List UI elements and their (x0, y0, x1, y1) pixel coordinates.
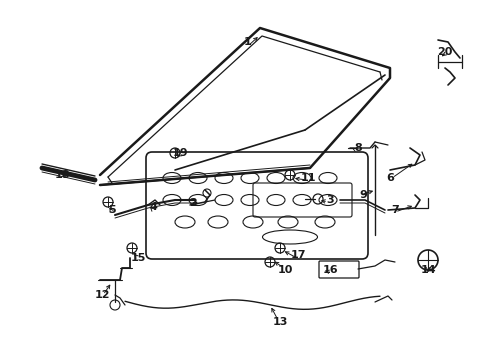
Text: 8: 8 (353, 143, 361, 153)
Text: 6: 6 (385, 173, 393, 183)
Text: 20: 20 (436, 47, 452, 57)
Text: 16: 16 (322, 265, 337, 275)
Text: 5: 5 (108, 205, 116, 215)
Text: 9: 9 (358, 190, 366, 200)
Text: 2: 2 (189, 198, 197, 208)
Text: 1: 1 (244, 37, 251, 47)
Text: 13: 13 (272, 317, 287, 327)
Text: 19: 19 (172, 148, 187, 158)
Text: 11: 11 (300, 173, 315, 183)
Text: 14: 14 (419, 265, 435, 275)
Text: 15: 15 (130, 253, 145, 263)
Text: 10: 10 (277, 265, 292, 275)
Text: 17: 17 (290, 250, 305, 260)
Text: 3: 3 (325, 195, 333, 205)
Text: 7: 7 (390, 205, 398, 215)
Text: 18: 18 (54, 170, 70, 180)
Text: 12: 12 (94, 290, 109, 300)
Text: 4: 4 (149, 202, 157, 212)
